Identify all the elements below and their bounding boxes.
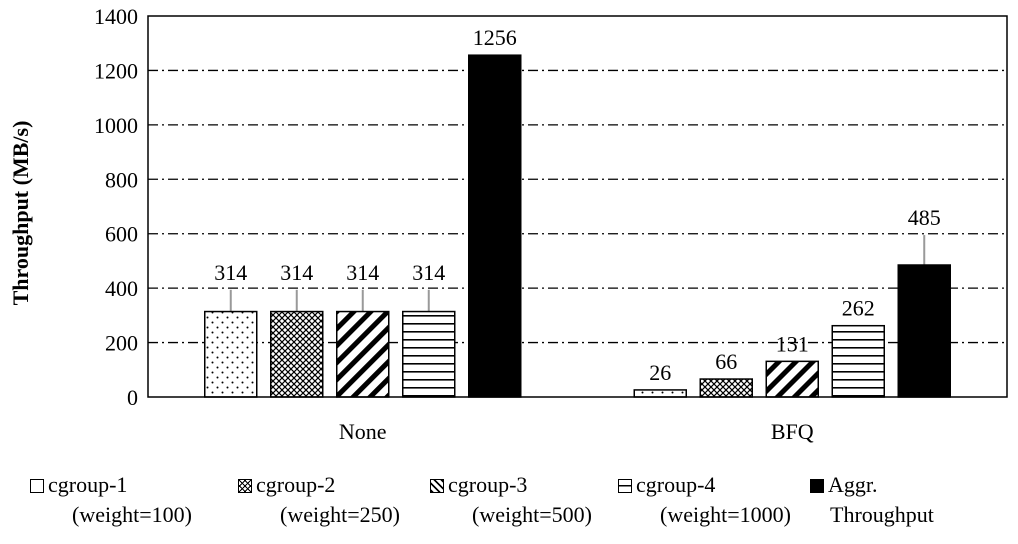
legend-item-2: cgroup-2 (weight=250): [238, 470, 400, 530]
legend-sublabel: (weight=250): [280, 502, 400, 527]
legend-sublabel: (weight=100): [72, 502, 192, 527]
y-axis-tick-labels: 0 200 400 600 800 1000 1200 1400: [94, 4, 138, 410]
data-label: 485: [908, 205, 941, 230]
legend-label: Aggr.: [828, 472, 878, 497]
axes: [147, 15, 1008, 398]
legend-sublabel: Throughput: [830, 502, 934, 527]
plot-area-frame: [147, 15, 1008, 398]
x-category-label: BFQ: [771, 419, 814, 444]
bar-bfq-series-3: [765, 360, 819, 398]
data-label: 314: [280, 260, 313, 285]
bar-none-series-2: [270, 310, 324, 398]
bars: 314 314 314 314 1256 26 66 131 262 485: [204, 25, 951, 398]
legend-swatch: [30, 479, 44, 493]
y-tick-label: 1000: [94, 113, 138, 138]
bar-bfq-series-5: [897, 264, 951, 398]
legend-item-4: cgroup-4 (weight=1000): [618, 470, 791, 530]
x-axis-category-labels: None BFQ: [339, 419, 814, 444]
data-label: 314: [214, 260, 247, 285]
legend-swatch: [618, 479, 632, 493]
data-label: 26: [649, 360, 671, 385]
bar-none-series-5: [468, 54, 522, 398]
data-label: 314: [412, 260, 445, 285]
legend-label: cgroup-3: [448, 472, 528, 497]
bar-bfq-series-2: [699, 378, 753, 398]
y-tick-label: 1400: [94, 4, 138, 29]
data-label: 262: [842, 296, 875, 321]
data-label: 314: [346, 260, 379, 285]
y-tick-label: 400: [105, 276, 138, 301]
legend-swatch: [238, 479, 252, 493]
legend-item-5: Aggr. Throughput: [810, 470, 934, 530]
bar-none-series-3: [336, 310, 390, 398]
bar-chart: 0 200 400 600 800 1000 1200 1400 314 314 314 314 12…: [8, 4, 1008, 444]
bar-bfq-series-4: [831, 324, 885, 398]
legend-label: cgroup-1: [48, 472, 128, 497]
data-label: 1256: [473, 25, 517, 50]
bar-bfq-series-1: [633, 389, 687, 398]
y-axis-label: Throughput (MB/s): [8, 121, 33, 306]
legend-label: cgroup-2: [256, 472, 336, 497]
x-category-label: None: [339, 419, 387, 444]
legend-item-3: cgroup-3 (weight=500): [430, 470, 592, 530]
data-label: 131: [776, 331, 809, 356]
legend-swatch: [430, 479, 444, 493]
data-label: 66: [715, 349, 737, 374]
legend-label: cgroup-4: [636, 472, 716, 497]
legend-sublabel: (weight=500): [472, 502, 592, 527]
legend-sublabel: (weight=1000): [660, 502, 791, 527]
y-tick-label: 0: [127, 385, 138, 410]
y-tick-label: 200: [105, 331, 138, 356]
legend-swatch: [810, 479, 824, 493]
bar-none-series-1: [204, 310, 258, 398]
legend-item-1: cgroup-1 (weight=100): [30, 470, 192, 530]
y-tick-label: 600: [105, 222, 138, 247]
y-tick-label: 800: [105, 167, 138, 192]
gridlines: [148, 69, 1007, 344]
bar-none-series-4: [402, 310, 456, 398]
y-tick-label: 1200: [94, 58, 138, 83]
legend: cgroup-1 (weight=100) cgroup-2 (weight=250)…: [30, 470, 1015, 540]
